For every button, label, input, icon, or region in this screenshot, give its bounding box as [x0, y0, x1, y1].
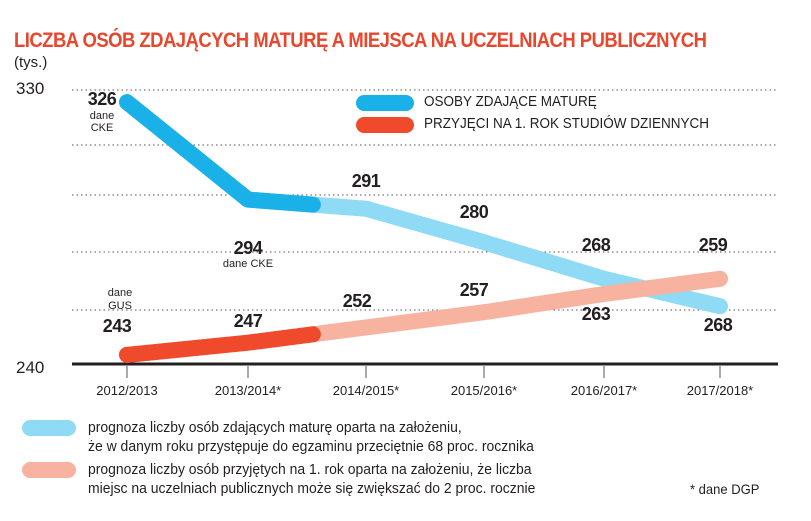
- legend-label-blue: OSOBY ZDAJĄCE MATURĘ: [424, 93, 597, 110]
- y-axis-unit: (tys.): [14, 54, 48, 71]
- data-label: 291: [352, 171, 381, 191]
- data-label: 263: [582, 304, 611, 324]
- x-tick-label: 2012/2013: [96, 383, 157, 398]
- data-label: 247: [234, 311, 263, 331]
- legend-swatch-blue: [356, 95, 414, 111]
- annotation: dane CKE: [223, 258, 273, 270]
- series-line-forecast-0: [119, 94, 728, 315]
- note-red: prognoza liczby osób przyjętych na 1. ro…: [88, 460, 535, 498]
- y-tick-label: 240: [16, 358, 44, 377]
- data-label: 326: [88, 89, 117, 109]
- note-red-line2: miejsc na uczelniach publicznych może si…: [88, 480, 536, 497]
- legend-swatch-red: [356, 117, 414, 133]
- annotation: CKE: [91, 122, 114, 134]
- data-label: 268: [582, 235, 611, 255]
- data-label: 257: [460, 280, 489, 300]
- legend-label-red: PRZYJĘCI NA 1. ROK STUDIÓW DZIENNYCH: [424, 115, 710, 132]
- x-tick-label: 2014/2015*: [333, 383, 400, 398]
- data-label: 259: [699, 235, 728, 255]
- series-line-actual-0: [119, 94, 321, 213]
- data-label: 294: [234, 238, 263, 258]
- data-label: 243: [103, 316, 132, 336]
- source-note: * dane DGP: [690, 481, 760, 497]
- note-swatch-blue: [22, 420, 76, 436]
- x-tick-label: 2013/2014*: [215, 383, 282, 398]
- chart-title: LICZBA OSÓB ZDAJĄCYCH MATURĘ A MIEJSCA N…: [14, 29, 707, 52]
- annotation: dane: [90, 110, 114, 122]
- note-blue-line2: że w danym roku przystępuje do egzaminu …: [88, 438, 534, 455]
- note-red-line1: prognoza liczby osób przyjętych na 1. ro…: [88, 461, 532, 478]
- annotation: dane: [108, 287, 132, 299]
- x-tick-label: 2015/2016*: [451, 383, 518, 398]
- note-swatch-red: [22, 462, 76, 478]
- y-tick-label: 330: [16, 79, 44, 98]
- note-blue: prognoza liczby osób zdających maturę op…: [88, 418, 534, 456]
- data-label: 280: [460, 202, 489, 222]
- series-line-actual-1: [119, 326, 321, 363]
- x-tick-label: 2017/2018*: [687, 383, 754, 398]
- note-blue-line1: prognoza liczby osób zdających maturę op…: [88, 419, 462, 436]
- x-tick-label: 2016/2017*: [571, 383, 638, 398]
- annotation: GUS: [108, 300, 132, 312]
- data-label: 268: [704, 315, 733, 335]
- data-label: 252: [343, 291, 372, 311]
